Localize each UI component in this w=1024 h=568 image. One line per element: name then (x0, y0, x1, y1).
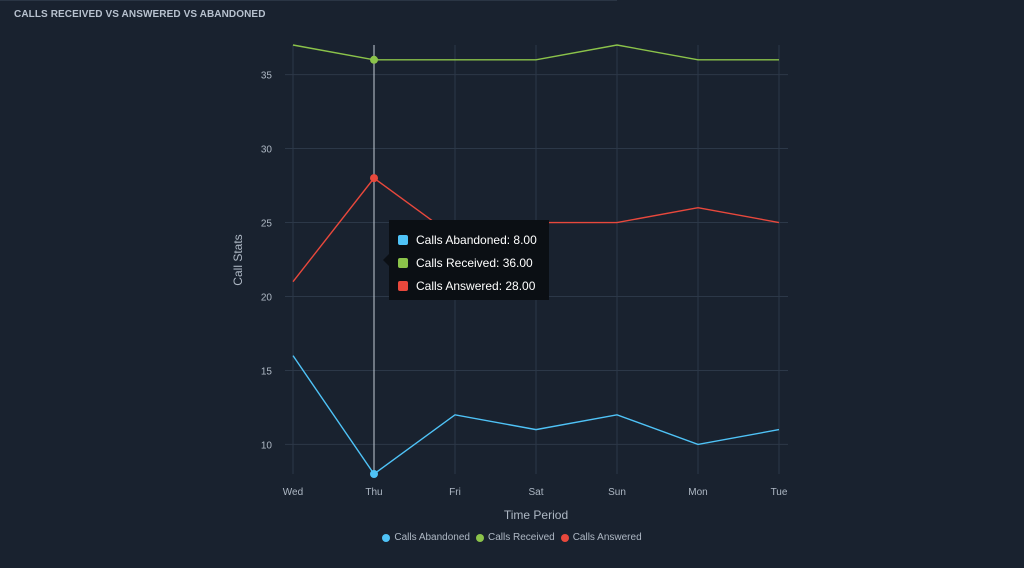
legend-label: Calls Abandoned (394, 532, 470, 543)
hover-point-calls-abandoned (370, 470, 378, 478)
hover-marker (370, 45, 378, 478)
tooltip: Calls Abandoned: 8.00 Calls Received: 36… (383, 220, 549, 300)
legend-item-received[interactable]: Calls Received (476, 532, 555, 543)
title-divider (0, 0, 617, 1)
tooltip-swatch (398, 257, 408, 268)
hover-point-calls-received (370, 55, 378, 64)
legend: Calls Abandoned Calls Received Calls Ans… (0, 532, 1024, 543)
legend-swatch (382, 533, 391, 542)
legend-item-abandoned[interactable]: Calls Abandoned (382, 532, 470, 543)
x-axis-title: Time Period (504, 508, 568, 522)
x-tick-label: Mon (688, 487, 707, 498)
x-axis-ticks: Wed Thu Fri Sat Sun Mon Tue (283, 487, 788, 498)
tooltip-swatch (398, 234, 408, 245)
y-tick-label: 10 (261, 440, 273, 451)
x-tick-label: Fri (449, 487, 461, 498)
y-tick-label: 15 (261, 366, 273, 377)
x-tick-label: Sun (608, 487, 626, 498)
y-tick-label: 25 (261, 219, 273, 230)
panel-title: CALLS RECEIVED VS ANSWERED VS ABANDONED (14, 9, 266, 20)
tooltip-row-abandoned: Calls Abandoned: 8.00 (398, 228, 540, 251)
tooltip-label: Calls Received: 36.00 (416, 255, 533, 270)
legend-label: Calls Answered (572, 532, 642, 543)
tooltip-label: Calls Answered: 28.00 (416, 278, 536, 293)
x-tick-label: Tue (771, 487, 788, 498)
x-tick-label: Thu (365, 487, 382, 498)
y-tick-label: 30 (261, 145, 273, 156)
tooltip-row-received: Calls Received: 36.00 (398, 251, 540, 274)
y-axis-title: Call Stats (231, 234, 245, 285)
y-axis-ticks: 10 15 20 25 30 35 (261, 71, 273, 452)
tooltip-label: Calls Abandoned: 8.00 (416, 232, 537, 247)
y-tick-label: 20 (261, 292, 273, 303)
legend-label: Calls Received (488, 532, 555, 543)
tooltip-swatch (398, 280, 408, 291)
hover-point-calls-answered (370, 174, 378, 183)
x-tick-label: Sat (528, 487, 543, 498)
legend-swatch (476, 533, 484, 542)
legend-item-answered[interactable]: Calls Answered (560, 532, 642, 543)
legend-swatch (560, 533, 569, 542)
x-tick-label: Wed (283, 487, 303, 498)
tooltip-row-answered: Calls Answered: 28.00 (398, 274, 540, 297)
y-tick-label: 35 (261, 71, 273, 82)
